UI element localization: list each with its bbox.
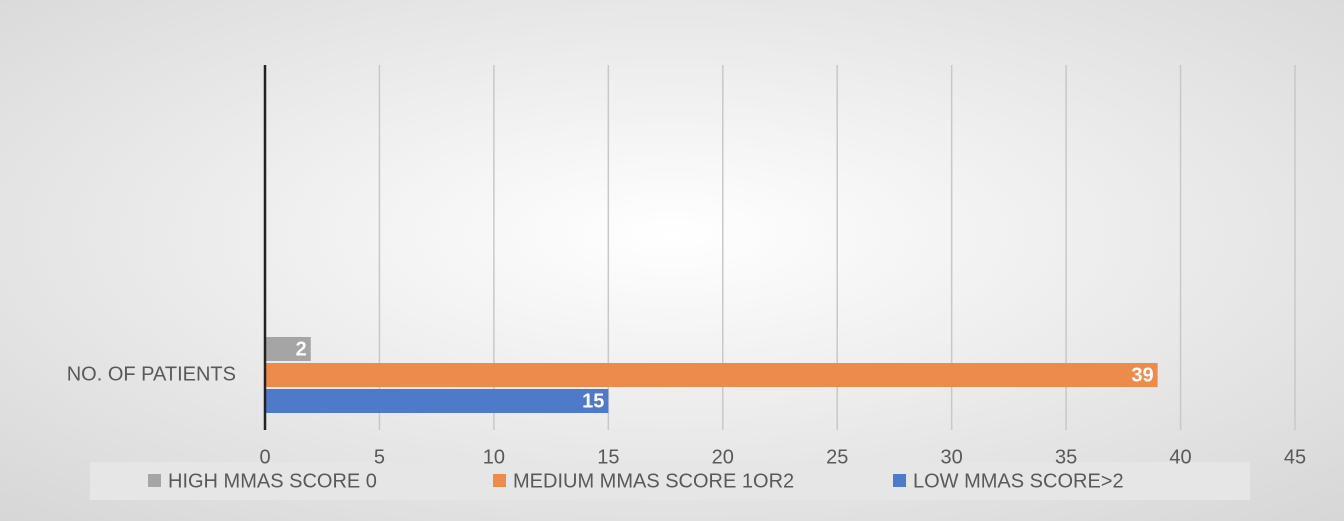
legend-label: MEDIUM MMAS SCORE 1OR2 (513, 470, 794, 492)
data-label: 2 (296, 338, 307, 360)
legend-swatch (148, 474, 161, 487)
bar (265, 363, 1158, 387)
x-tick-label: 45 (1284, 446, 1306, 468)
bar (265, 389, 609, 413)
x-tick-label: 20 (712, 446, 734, 468)
legend-label: LOW MMAS SCORE>2 (913, 470, 1124, 492)
x-tick-label: 15 (597, 446, 619, 468)
x-tick-label: 5 (374, 446, 385, 468)
legend-swatch (493, 474, 506, 487)
x-tick-label: 10 (483, 446, 505, 468)
bar (265, 337, 311, 361)
data-label: 39 (1131, 364, 1153, 386)
legend-label: HIGH MMAS SCORE 0 (168, 470, 377, 492)
x-tick-label: 0 (259, 446, 270, 468)
legend-box (90, 462, 1250, 500)
x-tick-label: 30 (941, 446, 963, 468)
x-tick-label: 40 (1169, 446, 1191, 468)
legend-swatch (893, 474, 906, 487)
x-tick-label: 35 (1055, 446, 1077, 468)
x-tick-label: 25 (826, 446, 848, 468)
y-tick-label: NO. OF PATIENTS (67, 363, 236, 385)
data-label: 15 (582, 390, 604, 412)
